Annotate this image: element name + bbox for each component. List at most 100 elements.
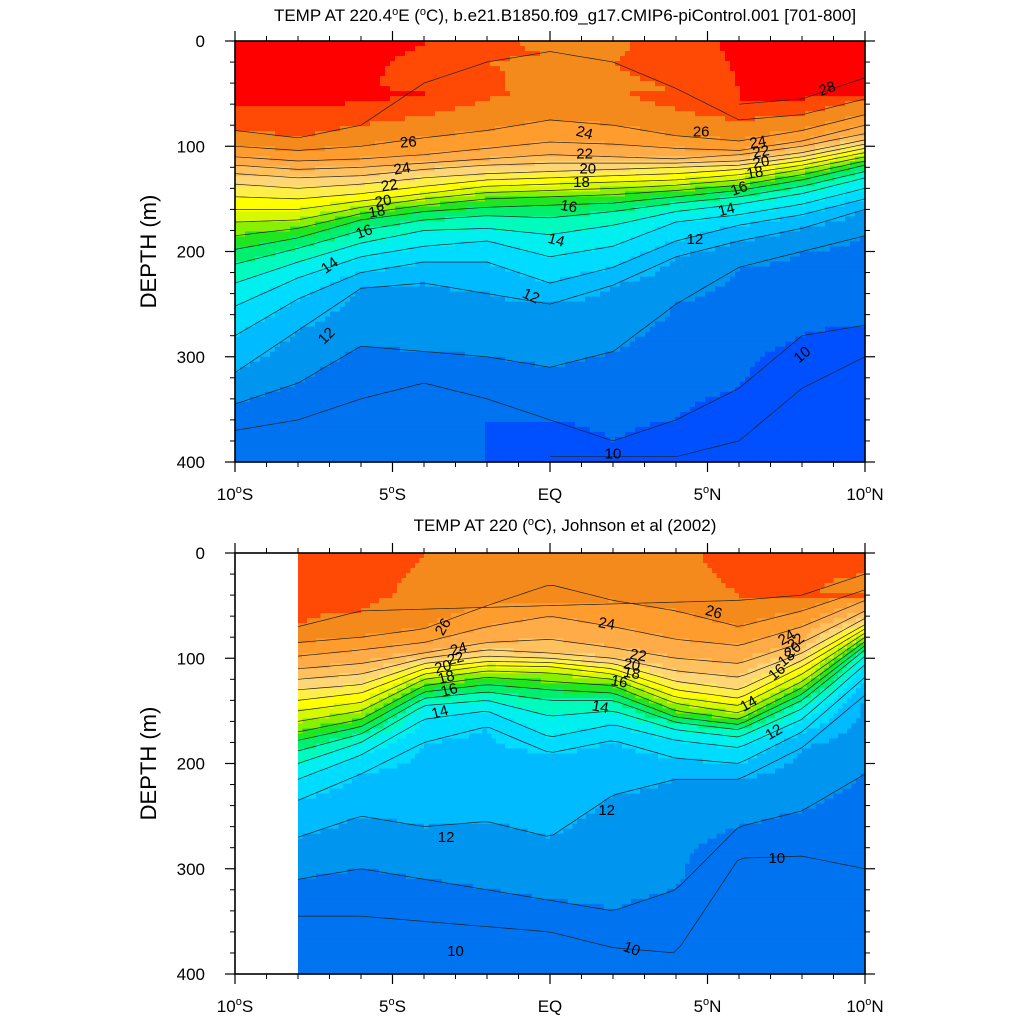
temperature-cell (350, 296, 356, 303)
temperature-cell (525, 346, 531, 353)
temperature-cell (420, 396, 426, 403)
temperature-cell (475, 266, 481, 273)
temperature-cell (395, 451, 401, 458)
temperature-cell (355, 381, 361, 388)
temperature-cell (345, 336, 351, 343)
temperature-cell (380, 311, 386, 318)
temperature-cell (425, 156, 431, 162)
temperature-cell (335, 456, 341, 463)
temperature-cell (470, 156, 476, 162)
temperature-cell (450, 126, 456, 132)
temperature-cell (305, 156, 311, 162)
temperature-cell (365, 366, 371, 373)
temperature-cell (440, 151, 446, 157)
temperature-cell (340, 166, 346, 172)
temperature-cell (430, 141, 436, 147)
temperature-cell (380, 131, 386, 137)
temperature-cell (295, 291, 301, 298)
temperature-cell (300, 316, 306, 323)
temperature-cell (355, 311, 361, 318)
temperature-cell (495, 321, 501, 328)
temperature-cell (390, 176, 396, 182)
temperature-cell (470, 381, 476, 388)
temperature-cell (520, 66, 526, 72)
temperature-cell (500, 256, 506, 263)
temperature-cell (435, 431, 441, 438)
temperature-cell (465, 181, 471, 187)
temperature-cell (450, 381, 456, 388)
temperature-cell (290, 156, 296, 162)
temperature-cell (410, 366, 416, 373)
temperature-cell (310, 296, 316, 303)
temperature-cell (480, 251, 486, 258)
temperature-cell (455, 126, 461, 132)
temperature-cell (470, 446, 476, 453)
temperature-cell (360, 106, 366, 112)
temperature-cell (285, 66, 291, 72)
temperature-cell (305, 96, 311, 102)
temperature-cell (370, 426, 376, 433)
temperature-cell (290, 391, 296, 398)
temperature-cell (370, 371, 376, 378)
temperature-cell (260, 311, 266, 318)
temperature-cell (500, 231, 506, 238)
temperature-cell (350, 66, 356, 72)
temperature-cell (465, 446, 471, 453)
temperature-cell (265, 356, 271, 363)
temperature-cell (315, 246, 321, 253)
temperature-cell (465, 41, 471, 47)
temperature-cell (445, 311, 451, 318)
temperature-cell (460, 221, 466, 228)
temperature-cell (245, 71, 251, 77)
temperature-cell (470, 241, 476, 248)
temperature-cell (275, 66, 281, 72)
temperature-cell (370, 161, 376, 167)
temperature-cell (400, 71, 406, 77)
temperature-cell (500, 246, 506, 253)
temperature-cell (360, 371, 366, 378)
temperature-cell (455, 191, 461, 197)
temperature-cell (525, 246, 531, 253)
temperature-cell (355, 441, 361, 448)
temperature-cell (315, 276, 321, 283)
temperature-cell (250, 366, 256, 373)
temperature-cell (455, 341, 461, 348)
temperature-cell (270, 411, 276, 418)
temperature-cell (485, 331, 491, 338)
temperature-cell (320, 71, 326, 77)
temperature-cell (305, 91, 311, 97)
temperature-cell (240, 431, 246, 438)
temperature-cell (290, 256, 296, 263)
temperature-cell (320, 376, 326, 383)
temperature-cell (435, 231, 441, 238)
temperature-cell (310, 316, 316, 323)
temperature-cell (510, 206, 516, 212)
temperature-cell (380, 191, 386, 197)
temperature-cell (480, 351, 486, 358)
temperature-cell (480, 321, 486, 328)
temperature-cell (455, 326, 461, 333)
temperature-cell (245, 256, 251, 263)
temperature-cell (370, 381, 376, 388)
temperature-cell (460, 371, 466, 378)
temperature-cell (415, 276, 421, 283)
temperature-cell (300, 221, 306, 228)
temperature-cell (385, 66, 391, 72)
temperature-cell (260, 46, 266, 52)
temperature-cell (500, 306, 506, 313)
temperature-cell (455, 441, 461, 448)
temperature-cell (275, 416, 281, 423)
temperature-cell (325, 431, 331, 438)
temperature-cell (440, 221, 446, 228)
temperature-cell (245, 76, 251, 82)
temperature-cell (255, 241, 261, 248)
temperature-cell (380, 281, 386, 288)
temperature-cell (475, 236, 481, 243)
temperature-cell (490, 56, 496, 62)
temperature-cell (235, 131, 241, 137)
temperature-cell (435, 161, 441, 167)
temperature-cell (405, 321, 411, 328)
temperature-cell (310, 116, 316, 122)
temperature-cell (320, 171, 326, 177)
temperature-cell (315, 126, 321, 132)
